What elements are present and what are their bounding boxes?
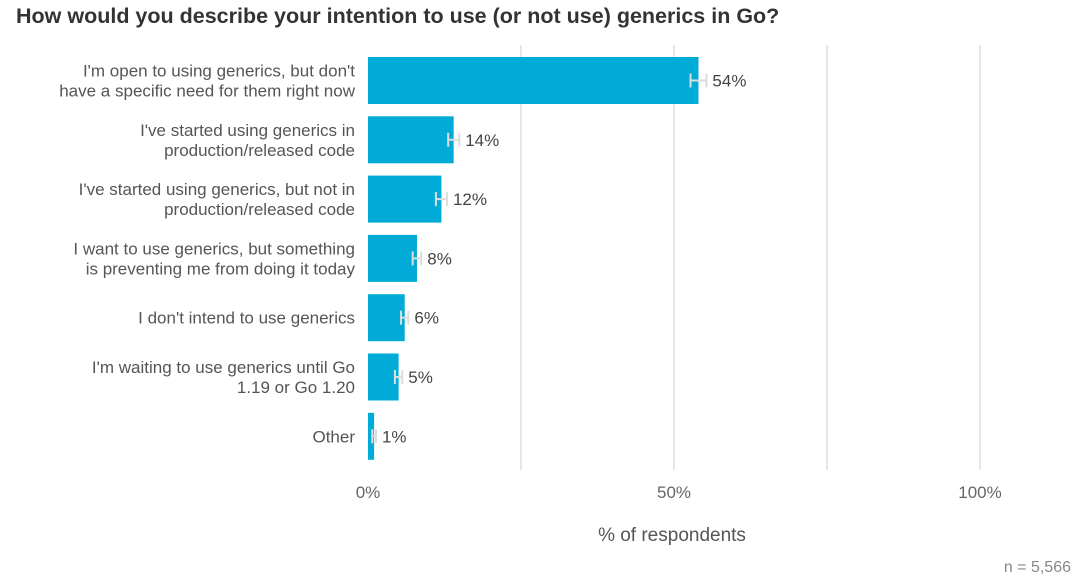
x-axis-ticks: 0% 50% 100% (356, 483, 1002, 502)
x-tick-label: 0% (356, 483, 381, 502)
error-bar (434, 192, 448, 207)
error-bar (411, 251, 423, 266)
category-label: I'm waiting to use generics until Go 1.19… (92, 358, 355, 397)
bar (368, 57, 699, 104)
category-label: Other (312, 427, 355, 446)
bar (368, 234, 417, 282)
bar (368, 294, 405, 342)
value-label: 14% (465, 131, 499, 150)
category-label: I'm open to using generics, but don't hav… (59, 62, 355, 101)
bar (368, 353, 399, 401)
error-bar (371, 429, 377, 444)
category-label: I want to use generics, but something is … (73, 239, 355, 278)
category-label: I've started using generics in production… (140, 121, 355, 160)
bars: 54% 14% 12% 8% 6% 5% 1% (368, 57, 746, 460)
gridlines (520, 45, 981, 470)
value-label: 8% (427, 249, 452, 268)
error-bar (447, 132, 461, 147)
bar (368, 175, 442, 223)
sample-size-label: n = 5,566 (1004, 559, 1071, 576)
bar (368, 116, 454, 164)
error-bar (400, 310, 410, 325)
chart-title: How would you describe your intention to… (16, 4, 780, 28)
value-label: 54% (712, 72, 746, 91)
value-label: 6% (414, 309, 439, 328)
value-label: 12% (453, 190, 487, 209)
value-label: 5% (408, 368, 433, 387)
x-tick-label: 100% (958, 483, 1001, 502)
error-bar (393, 370, 404, 384)
x-axis-title: % of respondents (598, 525, 746, 546)
x-tick-label: 50% (657, 483, 691, 502)
bar (368, 412, 375, 460)
category-label: I've started using generics, but not in p… (79, 180, 355, 219)
error-bar (689, 73, 708, 88)
category-label: I don't intend to use generics (138, 309, 355, 328)
category-labels: I'm open to using generics, but don't hav… (59, 62, 355, 447)
value-label: 1% (382, 427, 407, 446)
